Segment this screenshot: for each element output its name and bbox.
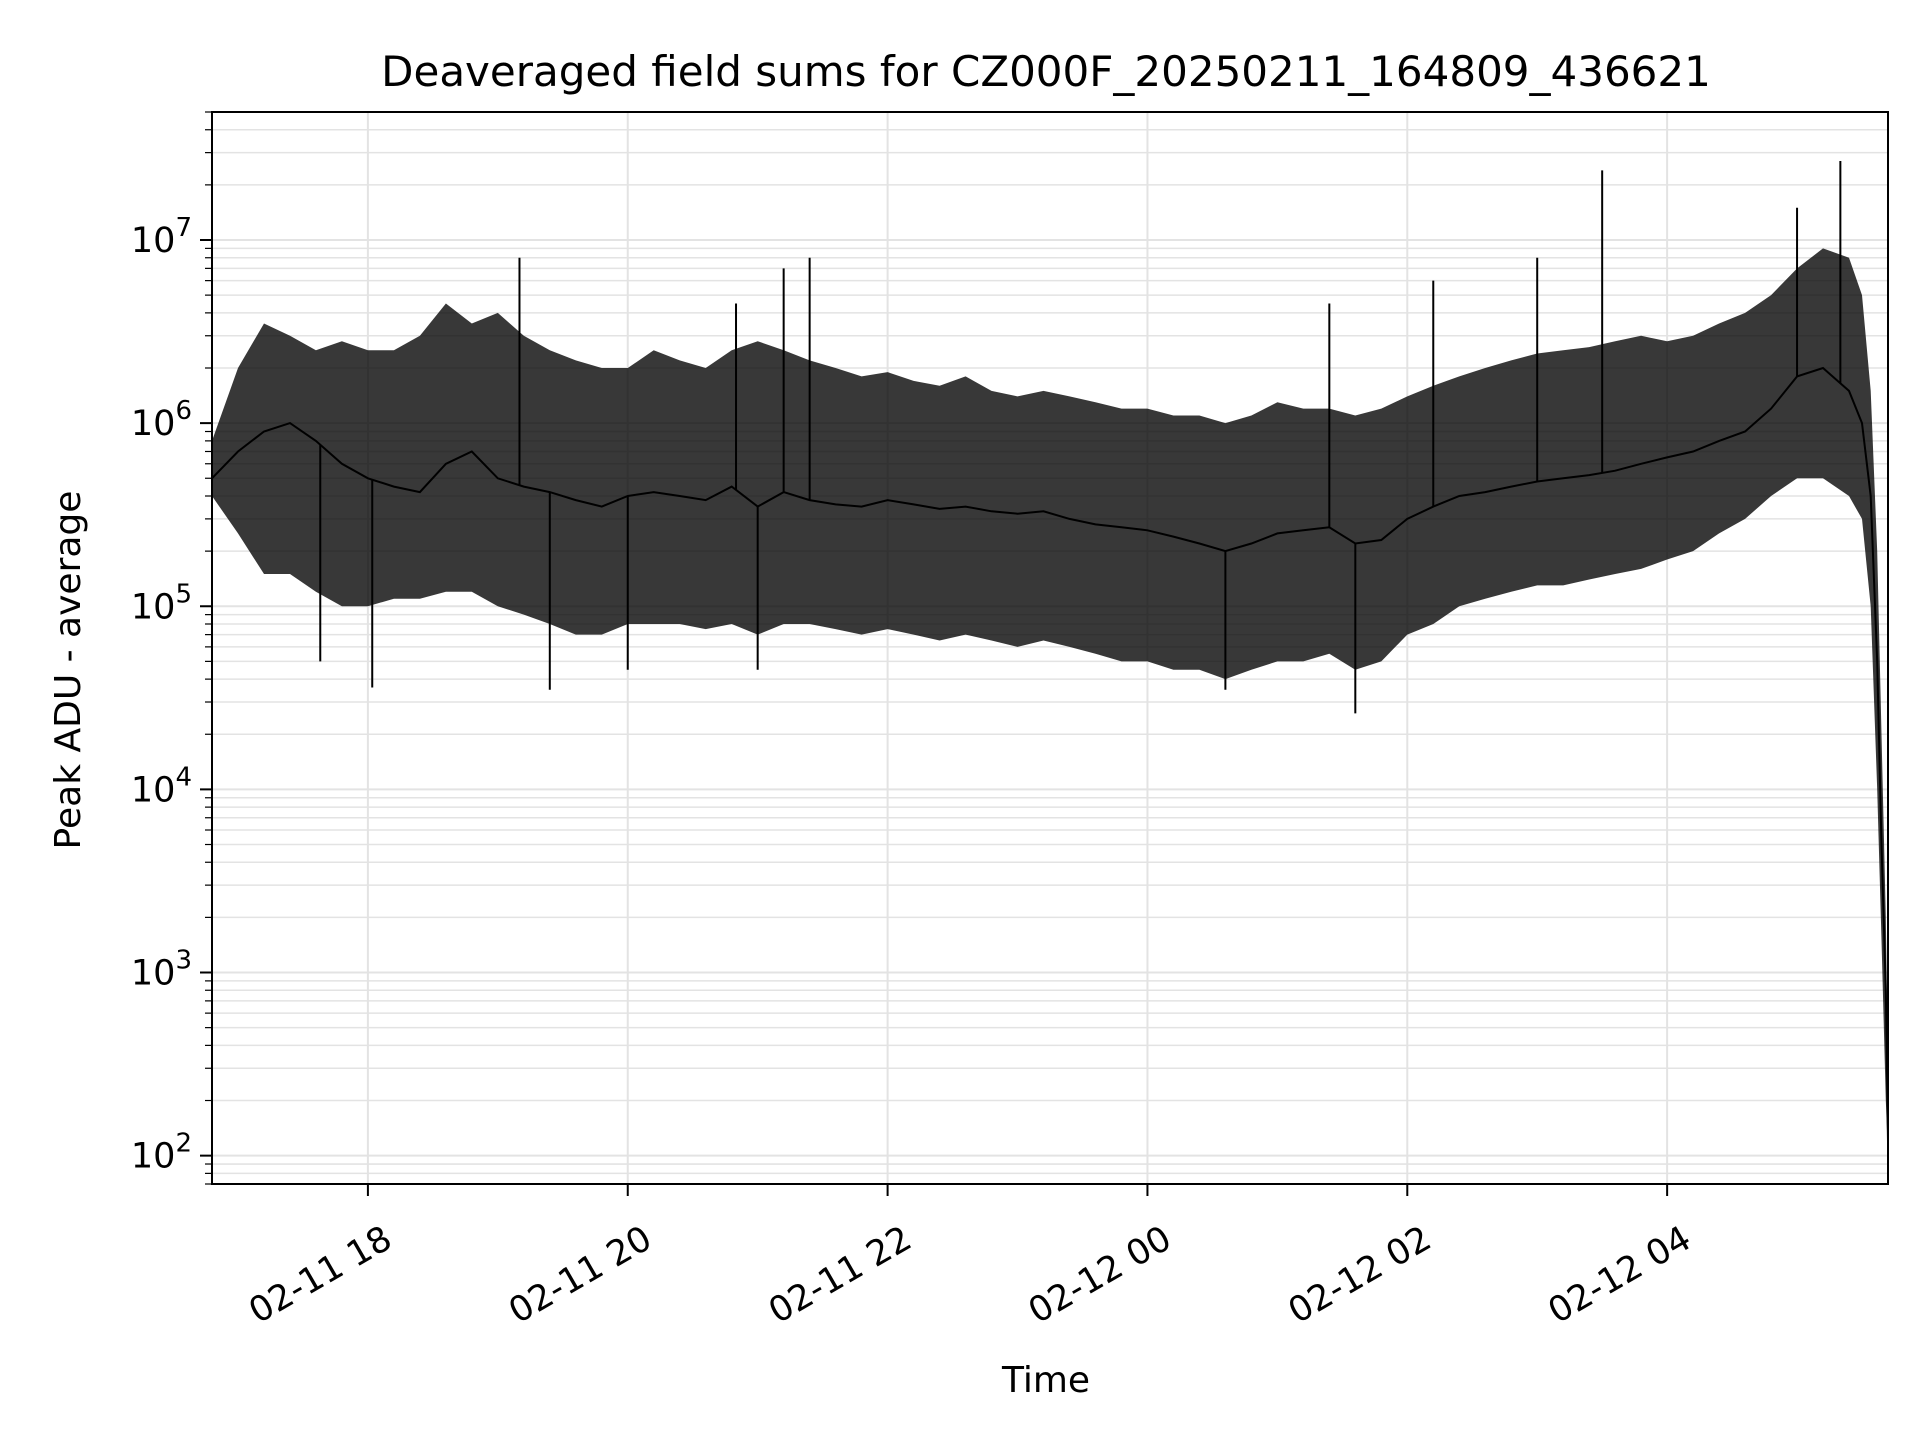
y-tick-label: 107 [131,213,192,261]
y-tick-base: 10 [131,404,176,444]
y-tick-exponent: 7 [175,213,192,243]
y-tick-exponent: 4 [175,762,192,792]
noise-envelope [212,248,1888,1156]
y-tick-base: 10 [131,954,176,994]
y-tick-label: 106 [131,396,192,444]
y-tick-label: 102 [131,1129,192,1177]
y-tick-base: 10 [131,587,176,627]
series-line [211,366,1889,1142]
x-axis-label: Time [1001,1360,1090,1401]
y-tick-exponent: 3 [175,946,192,976]
y-tick-base: 10 [131,221,176,261]
y-tick-exponent: 5 [175,579,192,609]
y-tick-exponent: 6 [175,396,192,426]
y-tick-exponent: 2 [175,1129,192,1159]
y-axis-label: Peak ADU - average [48,491,89,850]
y-tick-label: 103 [131,946,192,994]
noise-band [212,248,1888,1156]
y-tick-base: 10 [131,1137,176,1177]
y-tick-label: 105 [131,579,192,627]
y-tick-label: 104 [131,762,192,810]
series-layer [211,161,1889,1142]
y-tick-base: 10 [131,770,176,810]
plot-frame [211,111,1889,1185]
chart-title: Deaveraged field sums for CZ000F_2025021… [381,47,1711,96]
